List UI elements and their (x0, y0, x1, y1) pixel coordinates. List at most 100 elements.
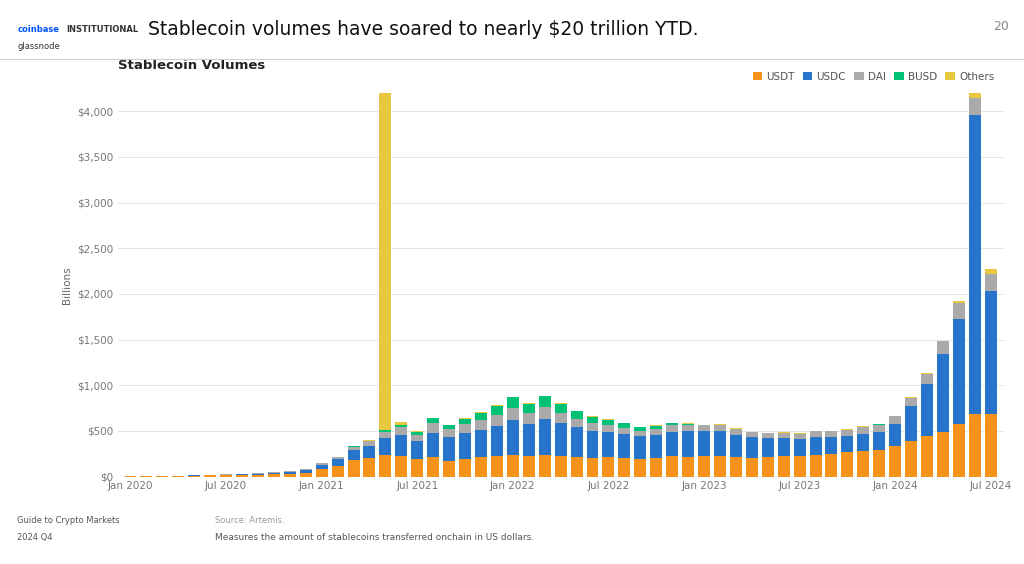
Bar (237, 474, 248, 475)
Bar (172, 476, 184, 477)
Bar (220, 474, 232, 475)
Text: Measures the amount of stablecoins transferred onchain in US dollars.: Measures the amount of stablecoins trans… (215, 533, 535, 542)
Bar (539, 419, 551, 455)
Bar (490, 456, 503, 477)
Bar (969, 115, 981, 415)
Bar (730, 457, 741, 477)
Bar (953, 424, 965, 477)
Bar (587, 459, 598, 477)
Bar (427, 422, 439, 433)
Bar (315, 463, 328, 465)
Bar (380, 83, 391, 430)
Bar (523, 456, 535, 477)
Bar (459, 459, 471, 477)
Bar (300, 469, 311, 470)
Legend: USDT, USDC, DAI, BUSD, Others: USDT, USDC, DAI, BUSD, Others (749, 68, 998, 86)
Bar (953, 303, 965, 319)
Bar (539, 396, 551, 407)
Bar (745, 458, 758, 477)
Bar (237, 475, 248, 477)
Text: 2024 Q4: 2024 Q4 (17, 533, 53, 542)
Bar (380, 432, 391, 438)
Bar (347, 450, 359, 460)
Bar (332, 457, 344, 459)
Bar (698, 456, 710, 477)
Bar (587, 431, 598, 459)
Bar (332, 466, 344, 477)
Text: Stablecoin Volumes: Stablecoin Volumes (118, 59, 265, 72)
Bar (347, 447, 359, 450)
Bar (380, 438, 391, 455)
Bar (315, 465, 328, 469)
Bar (921, 374, 933, 384)
Bar (412, 435, 423, 441)
Bar (937, 432, 949, 477)
Bar (459, 418, 471, 424)
Bar (268, 472, 280, 473)
Bar (284, 472, 296, 474)
Bar (602, 420, 614, 425)
Bar (937, 341, 949, 354)
Bar (427, 457, 439, 477)
Bar (714, 431, 726, 456)
Bar (395, 425, 408, 428)
Text: INSTITUTIONAL: INSTITUTIONAL (67, 25, 138, 34)
Bar (889, 446, 901, 477)
Bar (252, 475, 264, 477)
Bar (842, 430, 853, 437)
Bar (300, 470, 311, 473)
Bar (810, 431, 821, 437)
Bar (762, 438, 774, 457)
Bar (810, 437, 821, 455)
Bar (777, 438, 790, 456)
Bar (762, 433, 774, 438)
Bar (667, 456, 678, 477)
Bar (459, 433, 471, 459)
Bar (364, 459, 376, 477)
Bar (507, 455, 519, 477)
Bar (555, 422, 566, 456)
Bar (555, 413, 566, 422)
Bar (650, 429, 663, 435)
Bar (905, 441, 918, 477)
Bar (698, 425, 710, 431)
Bar (284, 474, 296, 477)
Bar (889, 416, 901, 424)
Bar (300, 473, 311, 477)
Bar (921, 437, 933, 477)
Bar (395, 435, 408, 456)
Bar (412, 459, 423, 477)
Bar (618, 423, 631, 428)
Bar (587, 423, 598, 431)
Bar (969, 98, 981, 115)
Bar (412, 432, 423, 435)
Bar (745, 432, 758, 437)
Bar (682, 424, 694, 425)
Bar (921, 384, 933, 437)
Bar (682, 425, 694, 431)
Bar (953, 301, 965, 303)
Bar (730, 429, 741, 435)
Bar (969, 415, 981, 477)
Bar (985, 269, 996, 274)
Bar (507, 408, 519, 420)
Bar (953, 319, 965, 424)
Bar (985, 274, 996, 291)
Bar (252, 474, 264, 475)
Bar (634, 431, 646, 437)
Bar (539, 407, 551, 419)
Bar (443, 425, 455, 429)
Bar (730, 435, 741, 457)
Text: Stablecoin volumes have soared to nearly $20 trillion YTD.: Stablecoin volumes have soared to nearly… (148, 20, 699, 39)
Bar (825, 437, 838, 454)
Text: Source: Artemis.: Source: Artemis. (215, 516, 285, 525)
Bar (364, 442, 376, 446)
Bar (459, 424, 471, 433)
Bar (539, 455, 551, 477)
Bar (570, 418, 583, 428)
Bar (667, 432, 678, 456)
Bar (698, 431, 710, 456)
Bar (268, 474, 280, 477)
Bar (873, 432, 885, 450)
Bar (985, 415, 996, 477)
